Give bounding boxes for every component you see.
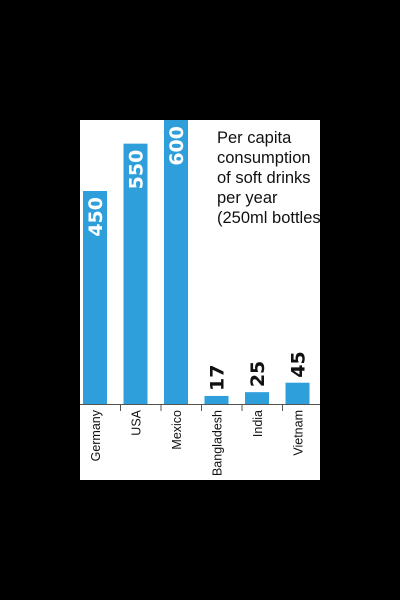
chart-panel: 450 550 600 17 25 45 Germany USA Mexico Banglade…: [80, 120, 320, 480]
chart-title-line: Per capita: [217, 129, 292, 147]
chart-title: Per capita consumption of soft drinks per y…: [217, 129, 320, 227]
category-labels-group: Germany USA Mexico Bangladesh India Vietnam: [89, 409, 306, 476]
category-label-vietnam: Vietnam: [292, 410, 306, 456]
bar-bangladesh: [204, 395, 229, 404]
bar-chart: 450 550 600 17 25 45 Germany USA Mexico Banglade…: [80, 120, 320, 476]
category-label-mexico: Mexico: [170, 410, 184, 450]
value-labels-group: 450 550 600 17 25 45: [85, 126, 310, 391]
chart-title-line: (250ml bottles): [217, 209, 320, 227]
value-label-vietnam: 45: [288, 351, 310, 377]
x-axis-ticks: [120, 404, 283, 411]
bar-germany: [83, 191, 107, 404]
value-label-mexico: 600: [166, 126, 188, 166]
bar-india: [245, 392, 269, 404]
chart-title-line: consumption: [217, 149, 311, 167]
chart-title-line: per year: [217, 189, 278, 207]
category-label-germany: Germany: [89, 409, 103, 461]
bars-group: [83, 120, 310, 404]
value-label-usa: 550: [126, 150, 148, 190]
chart-title-line: of soft drinks: [217, 169, 311, 187]
value-label-germany: 450: [85, 197, 107, 237]
value-label-bangladesh: 17: [207, 365, 229, 391]
bar-vietnam: [285, 382, 310, 404]
bar-mexico: [164, 120, 188, 404]
category-label-bangladesh: Bangladesh: [211, 410, 225, 476]
bar-usa: [123, 143, 148, 404]
category-label-usa: USA: [130, 409, 144, 435]
category-label-india: India: [251, 410, 265, 437]
value-label-india: 25: [247, 361, 269, 387]
